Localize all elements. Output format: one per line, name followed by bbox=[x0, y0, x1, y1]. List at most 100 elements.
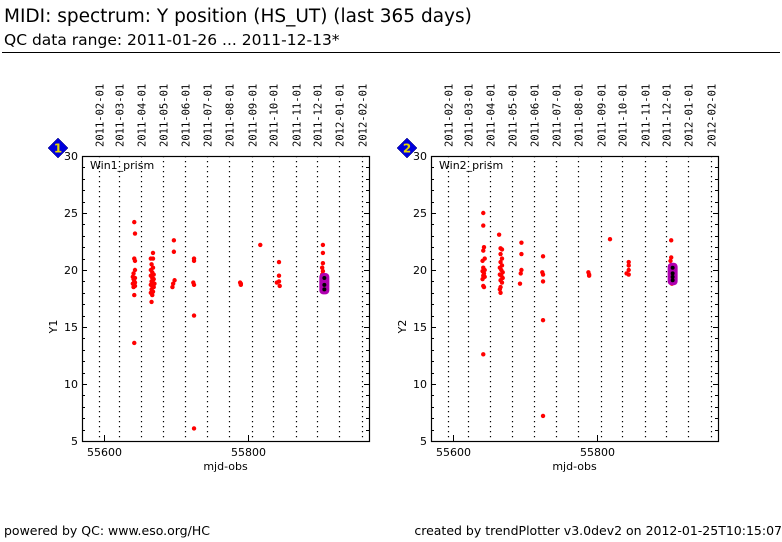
data-point bbox=[480, 276, 485, 282]
y-tick-label: 10 bbox=[64, 378, 78, 391]
data-point bbox=[132, 219, 137, 225]
month-label: 2011-05-01 bbox=[508, 84, 520, 147]
data-point bbox=[238, 282, 244, 288]
panel-label: Win2_prism bbox=[439, 159, 503, 172]
x-tick-label: 55600 bbox=[436, 446, 471, 459]
data-point bbox=[132, 258, 138, 264]
y-tick-label: 30 bbox=[64, 150, 78, 163]
data-point bbox=[496, 232, 502, 237]
x-tick-label: 55600 bbox=[87, 446, 122, 459]
month-label: 2011-03-01 bbox=[115, 84, 127, 147]
data-point bbox=[171, 249, 177, 254]
data-point bbox=[481, 352, 486, 357]
data-point bbox=[517, 281, 523, 286]
data-point bbox=[498, 290, 503, 295]
y-tick-label: 10 bbox=[413, 378, 427, 391]
chart-panel-1: 2011-02-01 2011-03-01 2011-04-01 2011-05-01… bbox=[47, 84, 371, 473]
y-tick-label: 30 bbox=[413, 150, 427, 163]
month-label: 2011-12-01 bbox=[662, 84, 674, 147]
month-label: 2011-11-01 bbox=[641, 84, 653, 147]
y-axis-label: Y1 bbox=[47, 320, 60, 335]
plot-frame bbox=[430, 155, 720, 443]
y-axis-label: Y2 bbox=[396, 320, 409, 335]
data-point bbox=[480, 258, 485, 264]
data-point bbox=[319, 265, 325, 270]
data-point bbox=[132, 231, 138, 236]
data-point bbox=[320, 250, 326, 256]
data-point bbox=[668, 255, 674, 260]
month-label: 2011-10-01 bbox=[618, 84, 630, 147]
y-tick-label: 25 bbox=[413, 207, 427, 220]
data-point bbox=[540, 279, 546, 284]
x-axis-label: mjd-obs bbox=[203, 460, 248, 473]
highlighted-point bbox=[670, 271, 675, 276]
data-point bbox=[540, 272, 546, 277]
data-point bbox=[499, 280, 505, 285]
data-point bbox=[626, 259, 631, 265]
data-point bbox=[277, 283, 282, 289]
data-point bbox=[498, 251, 503, 257]
data-point bbox=[497, 287, 503, 292]
panel-badge-number: 2 bbox=[403, 142, 411, 156]
panel-badge-icon bbox=[47, 137, 69, 159]
y-tick-label: 25 bbox=[64, 207, 78, 220]
data-point bbox=[481, 223, 486, 228]
header-divider bbox=[2, 52, 780, 53]
data-point bbox=[540, 254, 546, 259]
data-point bbox=[320, 268, 326, 274]
data-point bbox=[668, 238, 674, 243]
month-label: 2011-12-01 bbox=[313, 84, 325, 147]
panel-label: Win1_prism bbox=[90, 159, 154, 172]
month-label: 2011-04-01 bbox=[137, 84, 149, 147]
y-tick-label: 15 bbox=[413, 321, 427, 334]
data-point bbox=[191, 313, 197, 318]
data-point bbox=[540, 413, 546, 419]
data-point bbox=[150, 292, 155, 298]
month-label: 2011-06-01 bbox=[181, 84, 193, 147]
month-label: 2012-02-01 bbox=[707, 84, 719, 147]
chart-panel-2: 2011-02-01 2011-03-01 2011-04-01 2011-05-01… bbox=[396, 84, 720, 473]
footer-powered-by: powered by QC: www.eso.org/HC bbox=[4, 523, 210, 538]
data-point bbox=[519, 267, 524, 273]
data-point bbox=[170, 281, 176, 286]
y-tick-label: 5 bbox=[420, 435, 427, 448]
data-point bbox=[149, 299, 154, 305]
panel-badge-number: 1 bbox=[54, 142, 62, 156]
data-point bbox=[626, 272, 631, 277]
page-title: MIDI: spectrum: Y position (HS_UT) (last… bbox=[4, 6, 472, 27]
qc-data-range: QC data range: 2011-01-26 ... 2011-12-13… bbox=[4, 31, 340, 49]
data-point bbox=[258, 242, 263, 248]
highlighted-point bbox=[322, 275, 327, 280]
data-point bbox=[498, 259, 503, 265]
data-point bbox=[276, 259, 282, 265]
data-point bbox=[320, 260, 326, 266]
footer-created-by: created by trendPlotter v3.0dev2 on 2012… bbox=[414, 523, 782, 538]
month-label: 2011-11-01 bbox=[292, 84, 304, 147]
data-point bbox=[150, 256, 156, 261]
data-point bbox=[191, 426, 197, 431]
data-point bbox=[481, 248, 486, 253]
x-tick-label: 55800 bbox=[231, 446, 266, 459]
x-axis-label: mjd-obs bbox=[552, 460, 597, 473]
month-label: 2012-02-01 bbox=[358, 84, 370, 147]
month-label: 2011-07-01 bbox=[203, 84, 215, 147]
data-point bbox=[172, 278, 177, 283]
data-point bbox=[518, 271, 523, 276]
data-point bbox=[320, 242, 326, 248]
data-point bbox=[276, 273, 282, 278]
y-tick-label: 20 bbox=[64, 264, 78, 277]
data-point bbox=[519, 251, 524, 257]
month-label: 2011-10-01 bbox=[269, 84, 281, 147]
month-label: 2011-06-01 bbox=[530, 84, 542, 147]
data-point bbox=[481, 245, 487, 250]
panel-badge-icon bbox=[396, 137, 418, 159]
highlighted-point bbox=[322, 287, 327, 292]
data-point bbox=[481, 284, 487, 290]
data-point bbox=[171, 238, 177, 243]
data-point bbox=[170, 284, 175, 290]
highlighted-point bbox=[670, 274, 675, 279]
month-label: 2011-02-01 bbox=[444, 84, 456, 147]
month-label: 2011-07-01 bbox=[552, 84, 564, 147]
data-point bbox=[132, 292, 137, 298]
